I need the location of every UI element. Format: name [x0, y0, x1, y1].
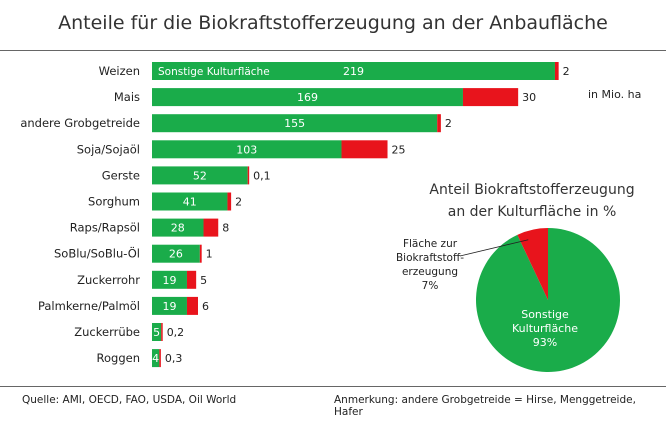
category-label: Gerste	[102, 168, 140, 182]
source-note: Quelle: AMI, OECD, FAO, USDA, Oil World	[22, 394, 237, 406]
pie-red-label: erzeugung	[402, 266, 458, 278]
bar-value-label: 219	[343, 65, 364, 78]
bar-red-segment	[462, 88, 519, 107]
category-label: Zuckerrübe	[74, 325, 140, 339]
chart-title: Anteile für die Biokraftstofferzeugung a…	[58, 12, 608, 34]
category-label: SoBlu/SoBlu-Öl	[54, 245, 140, 261]
bar-share-label: 2	[445, 117, 452, 130]
bar-share-label: 0,2	[167, 326, 185, 339]
category-label: Sorghum	[88, 195, 140, 209]
bar-share-label: 30	[522, 91, 536, 104]
bar-green-segment	[152, 140, 342, 159]
pie-slice-red	[517, 228, 548, 300]
bar-value-label: 19	[162, 300, 176, 313]
bar-red-segment	[186, 296, 198, 315]
bar-red-segment	[159, 349, 161, 368]
bar-green-segment	[152, 166, 248, 185]
bar-green-segment	[152, 192, 228, 211]
bar-share-label: 2	[235, 196, 242, 209]
bar-green-segment	[152, 270, 187, 289]
bar-red-segment	[203, 218, 219, 237]
pie-green-label: 93%	[533, 336, 557, 349]
bar-value-label: 169	[297, 91, 318, 104]
bar-series-label: Sonstige Kulturfläche	[158, 66, 270, 78]
pie-green-label: Kulturfläche	[512, 322, 578, 335]
bar-value-label: 19	[162, 274, 176, 287]
bar-red-segment	[437, 114, 441, 133]
bar-value-label: 41	[183, 196, 197, 209]
pie-red-label: Biokraftstoff-	[396, 252, 464, 264]
top-divider	[0, 50, 666, 51]
category-label: Soja/Sojaöl	[77, 142, 140, 156]
bar-red-segment	[554, 62, 559, 80]
pie-red-label: 7%	[422, 280, 439, 292]
bar-value-label: 26	[169, 248, 183, 261]
bar-share-label: 0,1	[253, 169, 271, 182]
bar-red-segment	[341, 140, 388, 159]
bar-green-segment	[152, 296, 187, 315]
pie-title: an der Kulturfläche in %	[448, 204, 617, 220]
category-label: Palmkerne/Palmöl	[38, 299, 140, 313]
annotation-note: Anmerkung: andere Grobgetreide = Hirse, …	[334, 394, 636, 418]
category-label: andere Grobgetreide	[20, 116, 140, 130]
category-label: Weizen	[99, 64, 140, 78]
bar-value-label: 155	[284, 117, 305, 130]
bar-green-segment	[152, 349, 160, 368]
bar-green-segment	[152, 218, 204, 237]
bottom-divider	[0, 386, 666, 387]
bar-value-label: 52	[193, 169, 207, 182]
bar-value-label: 5	[153, 326, 160, 339]
bar-value-label: 4	[152, 352, 159, 365]
category-label: Mais	[114, 90, 140, 104]
bar-green-segment	[152, 88, 463, 107]
bar-value-label: 28	[171, 222, 185, 235]
pie-green-label: Sonstige	[521, 308, 569, 321]
bar-share-label: 2	[563, 65, 570, 78]
bar-red-segment	[186, 270, 197, 289]
bar-share-label: 0,3	[165, 352, 183, 365]
category-label: Zuckerrohr	[77, 273, 140, 287]
category-label: Raps/Rapsöl	[70, 221, 140, 235]
pie-leader-line	[459, 239, 529, 257]
bar-red-segment	[227, 192, 232, 211]
bar-share-label: 25	[392, 143, 406, 156]
pie-title: Anteil Biokraftstofferzeugung	[429, 182, 634, 198]
bar-green-segment	[152, 323, 162, 341]
bar-green-segment	[152, 244, 200, 263]
category-label: Roggen	[97, 351, 140, 365]
bar-share-label: 5	[200, 274, 207, 287]
bar-green-segment	[152, 62, 555, 80]
bar-green-segment	[152, 114, 438, 133]
bar-share-label: 1	[206, 248, 213, 261]
bar-share-label: 8	[222, 222, 229, 235]
bar-red-segment	[161, 323, 163, 341]
bar-red-segment	[199, 244, 202, 263]
bar-share-label: 6	[202, 300, 209, 313]
pie-red-label: Fläche zur	[403, 238, 458, 250]
bar-value-label: 103	[236, 143, 257, 156]
bar-red-segment	[247, 166, 250, 185]
unit-label: in Mio. ha	[588, 88, 641, 101]
